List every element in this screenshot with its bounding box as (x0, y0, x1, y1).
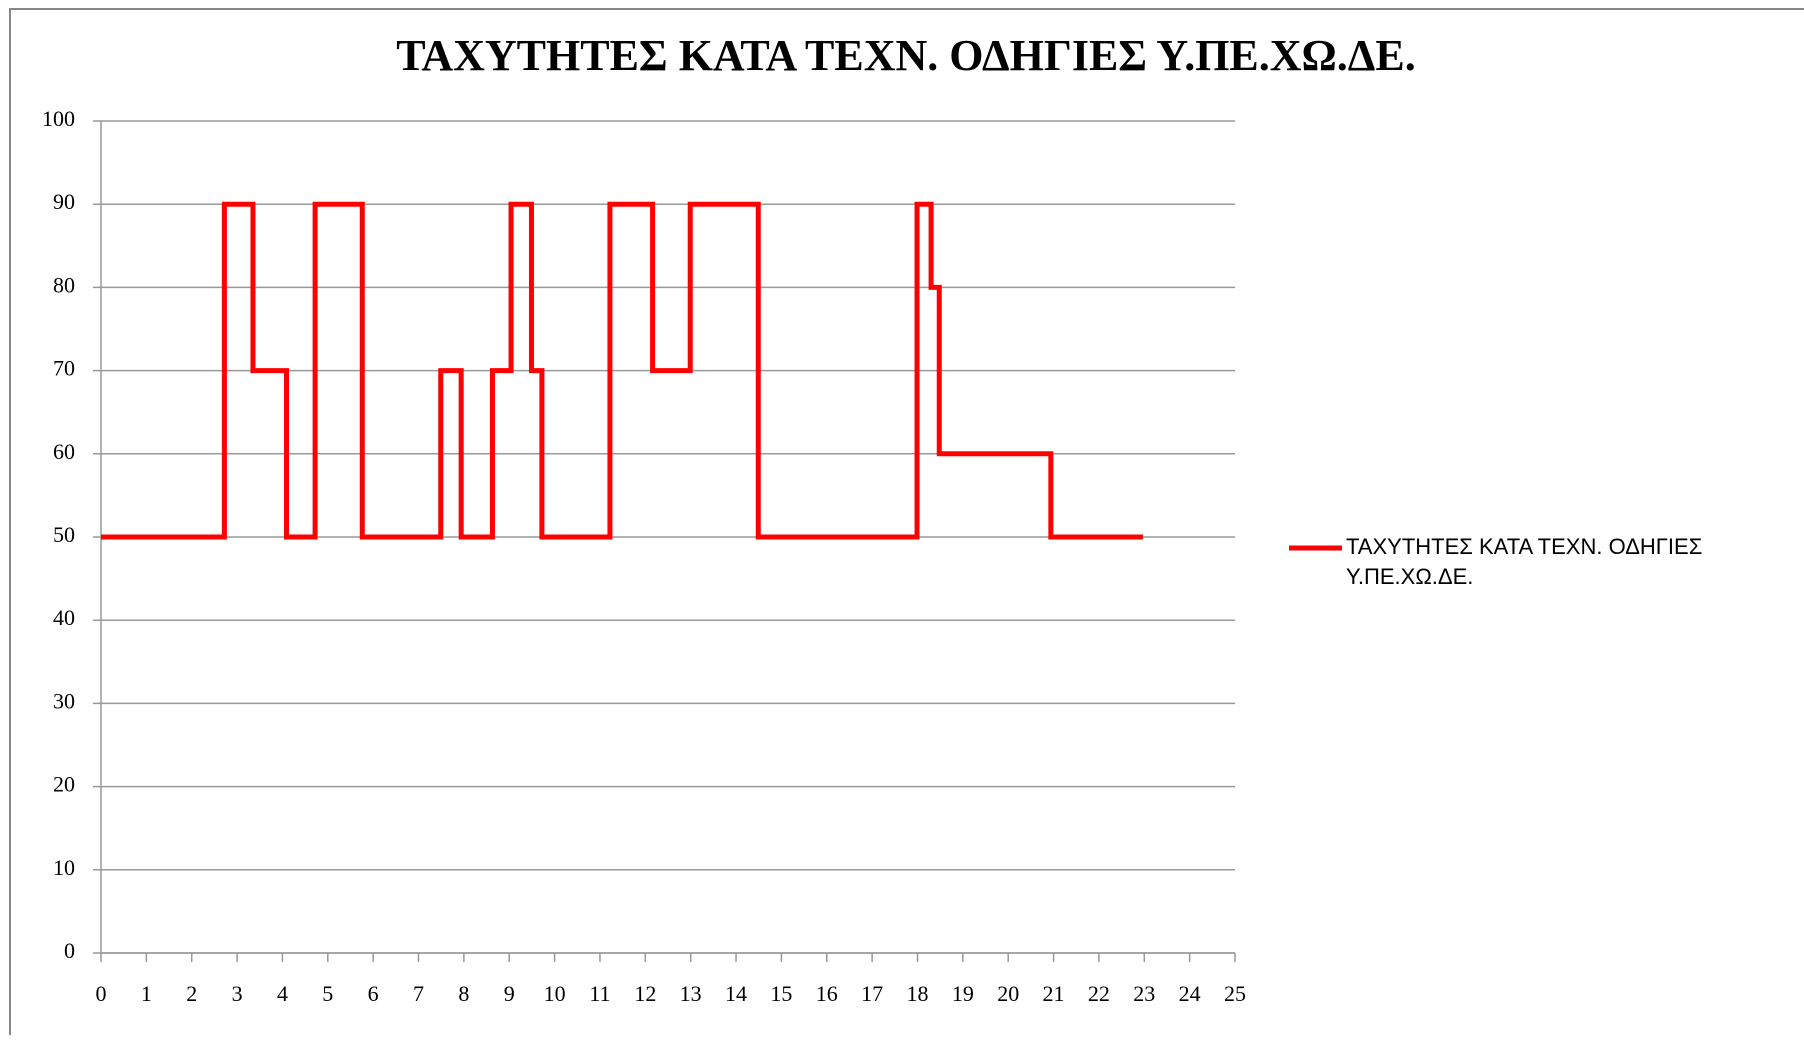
x-tick-label: 21 (1043, 981, 1065, 1006)
y-tick-label: 50 (53, 522, 75, 547)
x-tick-label: 16 (816, 981, 838, 1006)
y-tick-label: 70 (53, 356, 75, 381)
x-tick-label: 17 (861, 981, 883, 1006)
legend-label: ΤΑΧΥΤΗΤΕΣ ΚΑΤΑ ΤΕΧΝ. ΟΔΗΓΙΕΣ Υ.ΠΕ.ΧΩ.ΔΕ. (1346, 534, 1703, 589)
x-tick-label: 9 (504, 981, 515, 1006)
x-tick-label: 0 (96, 981, 107, 1006)
x-tick-label: 24 (1179, 981, 1201, 1006)
y-tick-label: 0 (64, 938, 75, 963)
x-tick-label: 25 (1224, 981, 1246, 1006)
x-tick-label: 3 (232, 981, 243, 1006)
chart-title: ΤΑΧΥΤΗΤΕΣ ΚΑΤΑ ΤΕΧΝ. ΟΔΗΓΙΕΣ Υ.ΠΕ.ΧΩ.ΔΕ. (396, 31, 1415, 80)
x-tick-label: 20 (997, 981, 1019, 1006)
x-tick-label: 12 (634, 981, 656, 1006)
y-tick-label: 30 (53, 688, 75, 713)
x-tick-label: 11 (589, 981, 610, 1006)
x-tick-label: 2 (186, 981, 197, 1006)
x-tick-label: 4 (277, 981, 288, 1006)
x-tick-label: 22 (1088, 981, 1110, 1006)
y-tick-label: 90 (53, 189, 75, 214)
x-tick-label: 15 (770, 981, 792, 1006)
y-tick-label: 100 (42, 106, 75, 131)
x-tick-label: 1 (141, 981, 152, 1006)
y-tick-label: 10 (53, 855, 75, 880)
x-tick-label: 23 (1133, 981, 1155, 1006)
x-tick-label: 10 (544, 981, 566, 1006)
y-tick-label: 40 (53, 605, 75, 630)
x-tick-label: 19 (952, 981, 974, 1006)
y-tick-label: 60 (53, 439, 75, 464)
y-tick-label: 80 (53, 272, 75, 297)
x-tick-label: 8 (458, 981, 469, 1006)
data-line (101, 201, 1143, 540)
x-tick-label: 5 (322, 981, 333, 1006)
x-tick-label: 13 (680, 981, 702, 1006)
x-tick-label: 7 (413, 981, 424, 1006)
x-tick-label: 6 (368, 981, 379, 1006)
frame (9, 8, 1804, 1035)
y-tick-label: 20 (53, 772, 75, 797)
x-tick-label: 18 (906, 981, 928, 1006)
x-tick-label: 14 (725, 981, 747, 1006)
